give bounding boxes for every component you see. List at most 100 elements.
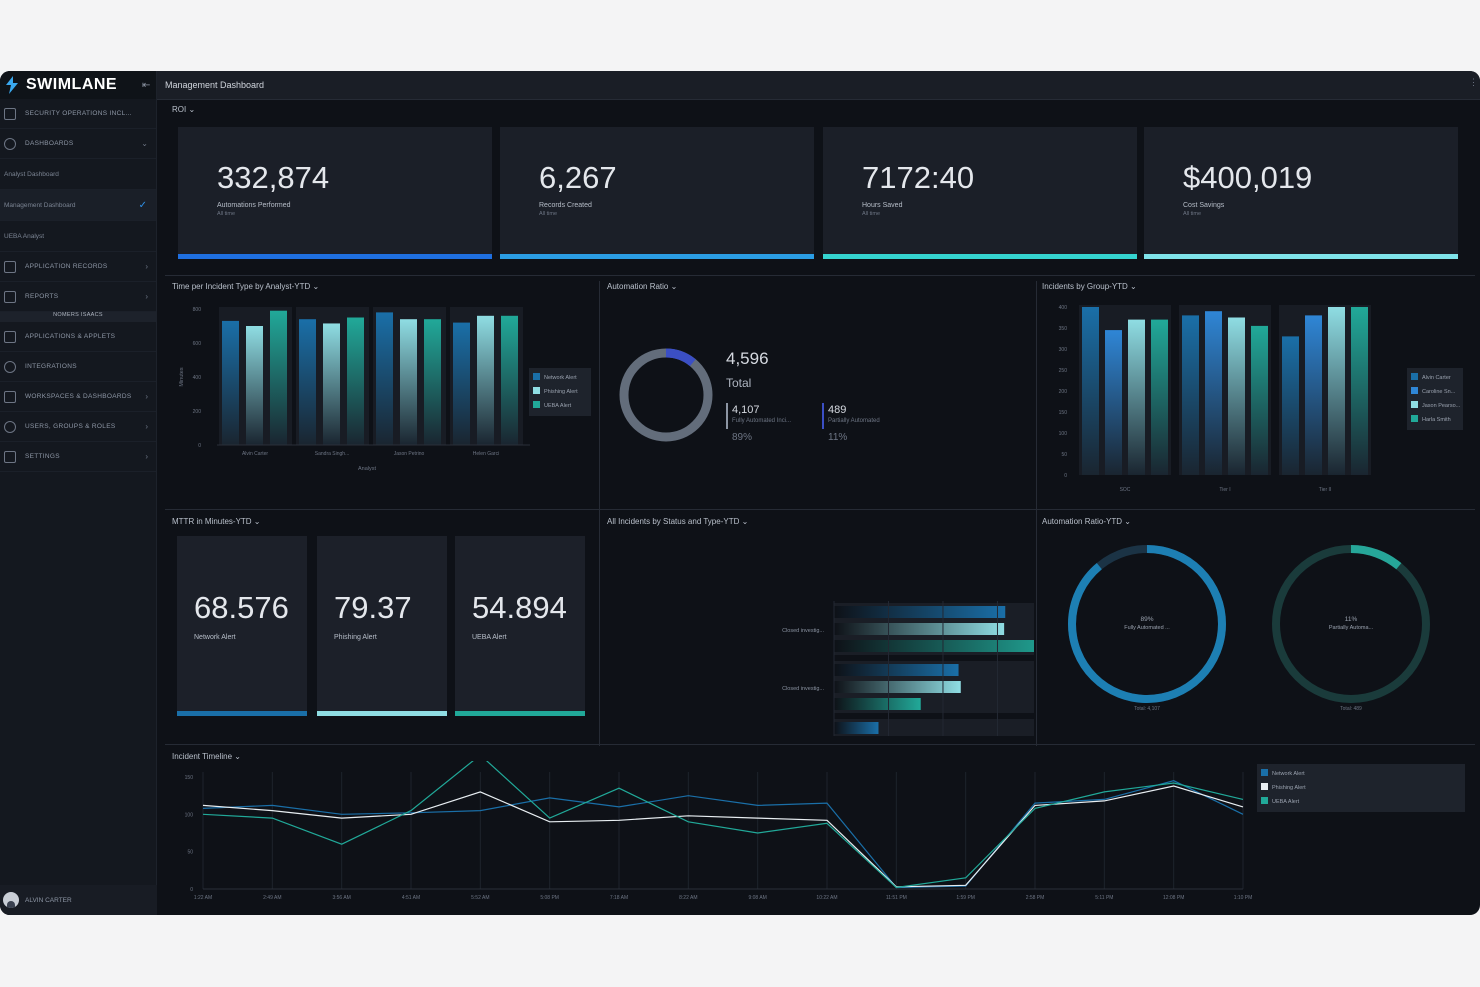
chevron-right-icon: › <box>145 422 148 431</box>
sidebar-item-security-operations[interactable]: SECURITY OPERATIONS INCL... <box>0 99 156 129</box>
automation-ratio-donut <box>619 348 713 442</box>
y-tick-label: 100 <box>1059 431 1068 437</box>
bar <box>246 326 263 445</box>
sidebar-item-application-records[interactable]: APPLICATION RECORDS › <box>0 252 156 282</box>
x-tick-label: 10:22 AM <box>816 895 837 901</box>
panel-title-automation-ratio[interactable]: Automation Ratio ⌄ <box>607 282 677 291</box>
kpi-accent-bar <box>178 254 492 259</box>
bar <box>834 664 959 676</box>
bar <box>834 681 961 693</box>
panel-title-time-per-incident[interactable]: Time per Incident Type by Analyst-YTD ⌄ <box>172 282 319 291</box>
kpi-value: 7172:40 <box>862 160 975 195</box>
brand-name: SWIMLANE <box>26 76 118 93</box>
legend-swatch <box>1411 373 1418 380</box>
legend-swatch <box>533 373 540 380</box>
panel-title-incidents-by-group[interactable]: Incidents by Group-YTD ⌄ <box>1042 282 1137 291</box>
status-type-chart: Closed investig...Closed investig...Open… <box>782 601 1034 736</box>
app-window: SWIMLANE ⇤ SECURITY OPERATIONS INCL... D… <box>0 71 1480 915</box>
legend-swatch <box>1411 415 1418 422</box>
bar <box>834 698 921 710</box>
panel-title-mttr[interactable]: MTTR in Minutes-YTD ⌄ <box>172 517 261 526</box>
sidebar-item-label: APPLICATION RECORDS <box>25 263 108 270</box>
x-tick-label: 5:11 PM <box>1095 895 1113 901</box>
x-tick-label: 11:51 PM <box>886 895 907 901</box>
legend-marker <box>726 403 728 429</box>
bar <box>834 722 879 734</box>
panel-title-text: Incidents by Group-YTD <box>1042 282 1128 291</box>
legend-swatch <box>1261 769 1268 776</box>
logo[interactable]: SWIMLANE <box>0 71 156 99</box>
chevron-down-icon: ⌄ <box>1124 517 1131 526</box>
panel-title-automation-ratio-ytd[interactable]: Automation Ratio-YTD ⌄ <box>1042 517 1131 526</box>
more-options-icon[interactable]: ⋮ <box>1469 77 1478 87</box>
sidebar-subitem-analyst-dashboard[interactable]: Analyst Dashboard <box>0 159 156 190</box>
sidebar-item-label: INTEGRATIONS <box>25 363 77 370</box>
series-line <box>202 780 1244 889</box>
main-content: Management Dashboard ⋮ ROI ⌄ 332,874 Aut… <box>157 71 1480 915</box>
y-tick-label: 250 <box>1059 368 1068 374</box>
panel-title-status-type[interactable]: All Incidents by Status and Type-YTD ⌄ <box>607 517 748 526</box>
sidebar-subitem-management-dashboard[interactable]: Management Dashboard ✓ <box>0 190 156 221</box>
chevron-down-icon: ⌄ <box>141 139 148 148</box>
sidebar-item-users[interactable]: USERS, GROUPS & ROLES › <box>0 412 156 442</box>
y-tick-label: 400 <box>193 375 202 381</box>
x-tick-label: SOC <box>1120 487 1131 493</box>
panel-title-text: All Incidents by Status and Type-YTD <box>607 517 740 526</box>
mttr-accent-bar <box>177 711 307 716</box>
donut-arc <box>1068 545 1226 703</box>
divider <box>165 509 1475 510</box>
apps-icon <box>4 330 16 343</box>
sidebar-item-reports[interactable]: REPORTS › <box>0 282 156 312</box>
divider <box>165 275 1475 276</box>
legend-label: Network Alert <box>1272 771 1305 777</box>
user-profile[interactable]: ALVIN CARTER <box>0 885 157 915</box>
settings-icon <box>4 450 16 463</box>
legend-label: Alvin Carter <box>1422 375 1451 381</box>
bar <box>376 312 393 445</box>
bar <box>1251 325 1268 475</box>
bar <box>1182 315 1199 475</box>
x-tick-label: Tier II <box>1319 487 1332 493</box>
chevron-right-icon: › <box>145 452 148 461</box>
bar <box>1082 307 1099 475</box>
donut-label: Partially Automa... <box>1329 625 1374 631</box>
bar <box>1151 319 1168 475</box>
grid-icon <box>4 107 16 120</box>
sidebar-item-dashboards[interactable]: DASHBOARDS ⌄ <box>0 129 156 159</box>
workspaces-icon <box>4 390 16 403</box>
kpi-card-hours: 7172:40 Hours Saved All time <box>823 127 1137 259</box>
collapse-sidebar-icon[interactable]: ⇤ <box>142 80 151 91</box>
bar <box>1105 330 1122 475</box>
integrations-icon <box>4 360 16 373</box>
fully-automated-label: Fully Automated Inci... <box>732 418 792 424</box>
donut-pct: 89% <box>1140 616 1153 623</box>
legend-box <box>1257 764 1465 812</box>
bar <box>453 322 470 445</box>
y-tick-label: 0 <box>198 443 201 449</box>
x-tick-label: 5:52 AM <box>471 895 489 901</box>
kpi-accent-bar <box>823 254 1137 259</box>
sidebar-subitem-ueba-analyst[interactable]: UEBA Analyst <box>0 221 156 252</box>
donut-label: Fully Automated ... <box>1124 625 1170 631</box>
sidebar-item-applications[interactable]: APPLICATIONS & APPLETS <box>0 322 156 352</box>
sidebar-item-integrations[interactable]: INTEGRATIONS <box>0 352 156 382</box>
sidebar-item-label: WORKSPACES & DASHBOARDS <box>25 393 132 400</box>
panel-title-timeline[interactable]: Incident Timeline ⌄ <box>172 752 241 761</box>
sidebar-item-workspaces[interactable]: WORKSPACES & DASHBOARDS › <box>0 382 156 412</box>
time-per-incident-chart: 0 200 400 600 800 Minutes Alvin Carter Sandra S… <box>179 307 591 472</box>
legend-swatch <box>1411 387 1418 394</box>
automation-ratio-ytd-donuts: 89% Fully Automated ... Total: 4,107 11% Par… <box>1068 545 1430 712</box>
legend-label: Phishing Alert <box>544 389 578 395</box>
y-tick-label: 150 <box>185 775 194 781</box>
mttr-card-ueba: 54.894 UEBA Alert <box>455 536 585 716</box>
y-tick-label: 0 <box>190 887 193 893</box>
mttr-label: Phishing Alert <box>334 634 377 641</box>
x-tick-label: Alvin Carter <box>242 451 268 457</box>
donut-pct: 11% <box>1345 616 1358 623</box>
sidebar-item-settings[interactable]: SETTINGS › <box>0 442 156 472</box>
avatar <box>3 892 19 908</box>
kpi-card-cost: $400,019 Cost Savings All time <box>1144 127 1458 259</box>
y-tick-label: 100 <box>185 812 194 818</box>
users-icon <box>4 420 16 433</box>
roi-dropdown[interactable]: ROI ⌄ <box>172 105 195 114</box>
